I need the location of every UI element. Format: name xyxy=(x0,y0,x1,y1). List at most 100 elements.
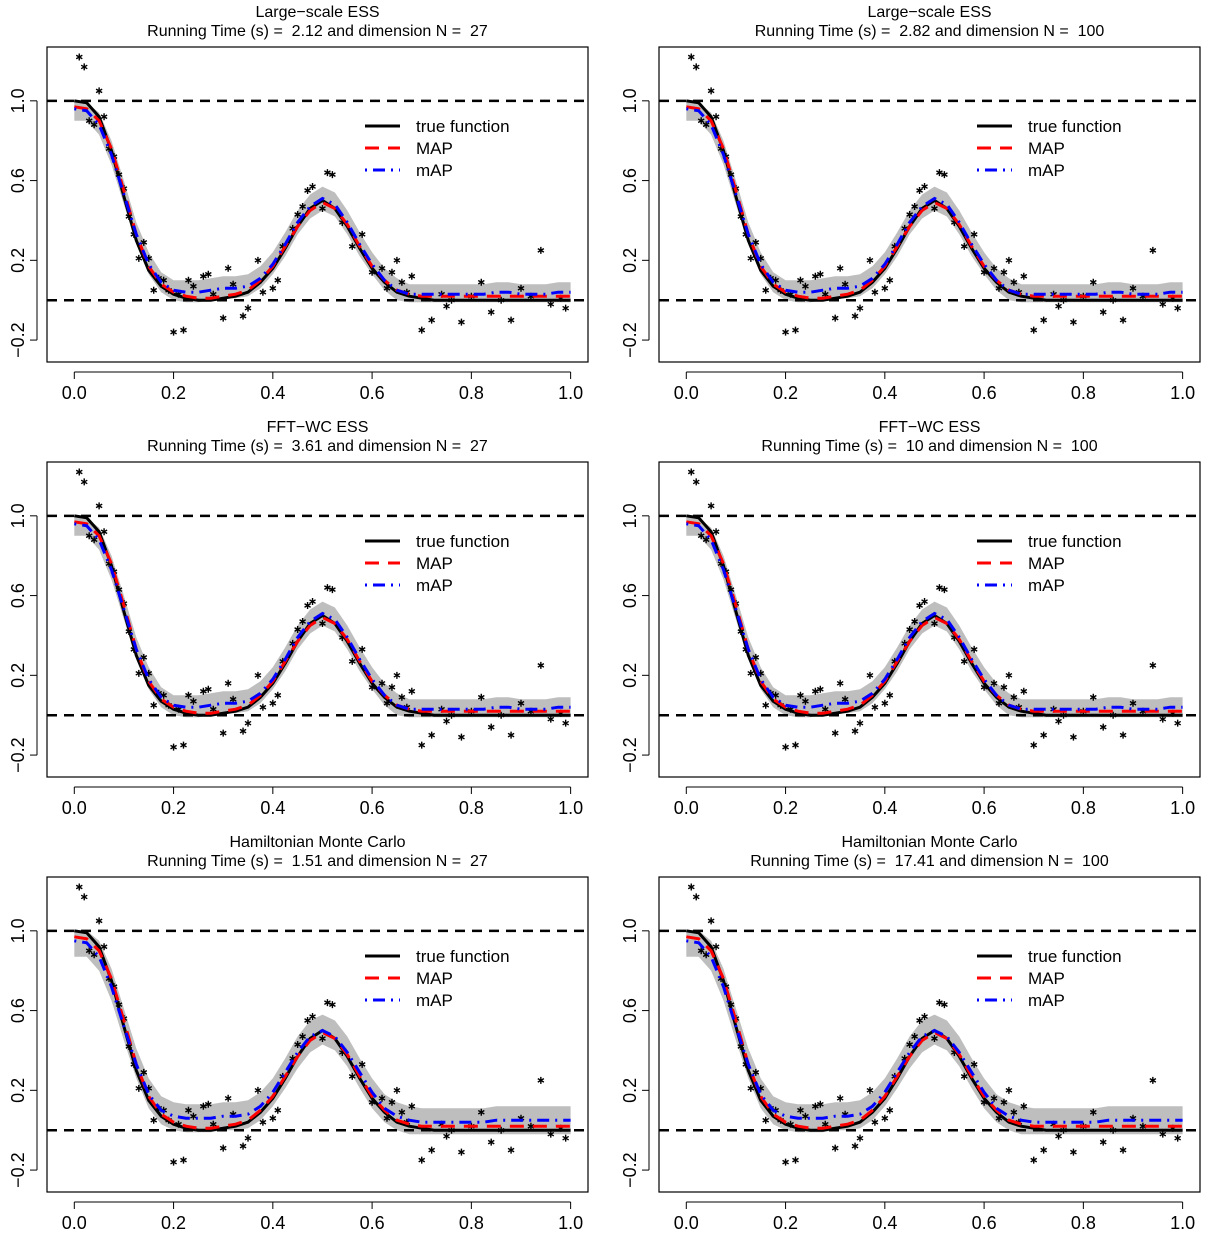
data-point xyxy=(687,883,695,891)
data-point xyxy=(936,584,943,592)
data-point xyxy=(851,312,859,320)
data-point xyxy=(1020,272,1028,280)
data-point xyxy=(229,280,237,288)
data-point xyxy=(921,598,928,606)
data-point xyxy=(224,264,232,272)
data-point xyxy=(324,999,331,1007)
data-point xyxy=(324,584,331,592)
legend-label: MAP xyxy=(1028,554,1065,573)
plot-frame xyxy=(658,876,1201,1193)
data-point xyxy=(1119,1146,1127,1154)
legend-label: mAP xyxy=(1028,161,1065,180)
data-point xyxy=(304,187,311,195)
data-point xyxy=(274,1106,282,1114)
data-point xyxy=(443,1132,450,1140)
data-point xyxy=(487,1138,495,1146)
data-point xyxy=(90,536,98,544)
legend-label: true function xyxy=(1028,117,1122,136)
data-point xyxy=(348,657,356,665)
data-point xyxy=(752,653,760,661)
data-point xyxy=(970,645,978,653)
data-point xyxy=(687,468,695,476)
data-point xyxy=(931,619,938,627)
series-line xyxy=(74,99,571,302)
data-point xyxy=(398,278,406,286)
data-point xyxy=(135,254,143,262)
data-point xyxy=(190,697,197,705)
data-point xyxy=(841,695,849,703)
x-tick-label: 0.8 xyxy=(1071,383,1096,403)
plot-frame xyxy=(46,46,589,363)
data-point xyxy=(921,183,928,191)
data-point xyxy=(916,187,923,195)
data-point xyxy=(140,653,148,661)
data-point xyxy=(1010,278,1018,286)
legend-label: true function xyxy=(416,117,510,136)
data-point xyxy=(80,63,88,71)
data-point xyxy=(836,679,844,687)
data-point xyxy=(537,1076,545,1084)
data-point xyxy=(1099,1138,1107,1146)
data-point xyxy=(841,280,849,288)
panel-subtitle: Running Time (s) = 3.61 and dimension N … xyxy=(147,438,488,455)
data-point xyxy=(836,264,844,272)
y-tick-label: 1.0 xyxy=(620,918,640,943)
data-point xyxy=(170,743,177,751)
data-point xyxy=(1149,1076,1157,1084)
data-point xyxy=(150,701,158,709)
panel-subtitle: Running Time (s) = 10 and dimension N = … xyxy=(761,438,1097,455)
data-point xyxy=(866,256,874,264)
data-point xyxy=(95,917,103,925)
data-point xyxy=(936,169,943,177)
data-point xyxy=(871,1118,879,1126)
y-tick-label: 0.6 xyxy=(8,168,28,193)
data-point xyxy=(816,1100,824,1108)
data-point xyxy=(697,532,705,540)
data-point xyxy=(782,1158,789,1166)
data-point xyxy=(697,117,705,125)
data-point xyxy=(970,1060,978,1068)
data-point xyxy=(712,528,720,536)
data-point xyxy=(1099,723,1107,731)
data-point xyxy=(856,1134,864,1142)
x-tick-label: 0.8 xyxy=(459,798,484,818)
data-point xyxy=(797,276,804,284)
data-point xyxy=(881,1114,889,1122)
data-point xyxy=(180,1156,187,1164)
data-point xyxy=(836,1094,844,1102)
data-point xyxy=(1030,741,1038,749)
data-point xyxy=(1055,1132,1062,1140)
y-tick-label: 0.6 xyxy=(620,998,640,1023)
data-point xyxy=(269,284,277,292)
data-point xyxy=(752,238,760,246)
data-point xyxy=(911,1032,919,1040)
data-point xyxy=(254,256,262,264)
data-point xyxy=(239,312,247,320)
data-point xyxy=(547,715,555,723)
series-line xyxy=(74,107,571,296)
data-point xyxy=(960,242,968,250)
data-point xyxy=(378,1094,386,1102)
data-point xyxy=(140,238,148,246)
series-line xyxy=(686,935,1183,1130)
data-point xyxy=(393,256,401,264)
data-point xyxy=(477,1108,485,1116)
data-point xyxy=(388,268,396,276)
x-tick-label: 0.6 xyxy=(972,1213,997,1233)
data-point xyxy=(1010,693,1018,701)
data-point xyxy=(477,278,485,286)
data-point xyxy=(507,1146,515,1154)
data-point xyxy=(886,1106,894,1114)
x-tick-label: 0.2 xyxy=(161,1213,186,1233)
data-point xyxy=(418,1156,426,1164)
series-line xyxy=(686,99,1183,302)
legend-label: mAP xyxy=(1028,576,1065,595)
x-tick-label: 0.6 xyxy=(360,1213,385,1233)
data-point xyxy=(348,242,356,250)
data-point xyxy=(1099,308,1107,316)
data-point xyxy=(881,284,889,292)
data-point xyxy=(712,943,720,951)
data-point xyxy=(960,657,968,665)
